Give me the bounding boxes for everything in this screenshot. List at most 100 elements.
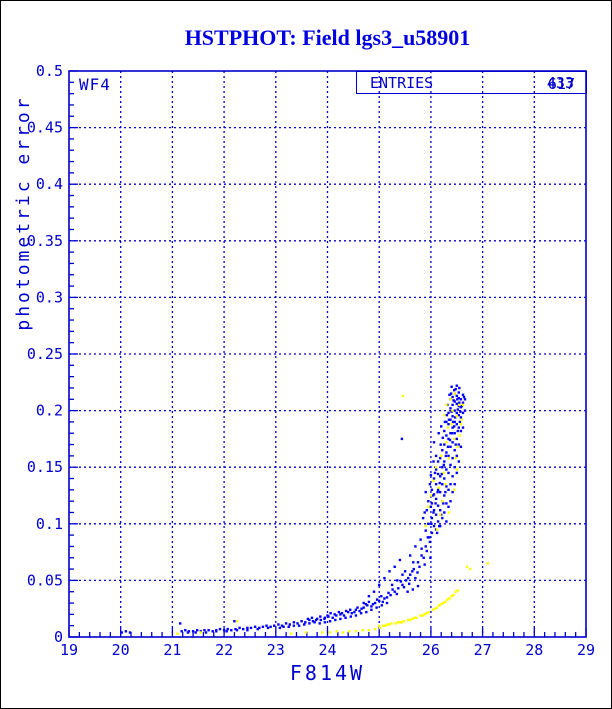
data-point	[439, 475, 442, 478]
data-point	[450, 595, 453, 598]
data-point	[356, 606, 359, 609]
data-point	[364, 603, 367, 606]
data-point	[461, 393, 465, 396]
data-point	[253, 625, 257, 628]
data-point	[391, 588, 394, 591]
data-point	[455, 437, 458, 441]
data-point	[433, 471, 437, 475]
data-point	[439, 490, 442, 494]
data-point	[306, 617, 310, 621]
tick-label: 21	[163, 641, 181, 659]
tick-label: 22	[215, 641, 233, 659]
data-point	[424, 524, 427, 528]
data-point	[334, 618, 337, 622]
data-point	[443, 420, 447, 424]
data-point	[442, 502, 445, 505]
data-point	[373, 627, 377, 631]
data-point	[416, 571, 419, 574]
data-point	[457, 391, 460, 394]
data-point	[453, 488, 456, 491]
data-point	[408, 582, 411, 585]
data-point	[428, 536, 431, 539]
data-point	[453, 437, 456, 441]
data-point	[280, 624, 284, 627]
data-point	[407, 618, 410, 622]
data-point	[234, 627, 237, 631]
data-point	[449, 463, 452, 467]
data-point	[459, 429, 463, 433]
data-point	[455, 471, 458, 475]
data-point	[379, 626, 382, 630]
data-point	[455, 384, 458, 387]
data-point	[329, 612, 332, 615]
data-point	[445, 520, 448, 523]
data-point	[443, 413, 446, 417]
data-point	[339, 613, 342, 616]
data-point	[459, 416, 463, 419]
data-point	[385, 596, 389, 599]
data-point	[430, 531, 434, 535]
data-point	[446, 445, 450, 448]
data-point	[451, 456, 454, 460]
data-point	[447, 488, 450, 491]
data-point	[390, 583, 394, 587]
data-point	[449, 398, 452, 401]
data-point	[184, 629, 187, 632]
data-point	[398, 558, 402, 562]
data-point	[120, 631, 123, 634]
data-point	[246, 626, 249, 630]
data-point	[451, 395, 454, 399]
data-point	[459, 410, 462, 413]
data-point	[442, 471, 445, 475]
data-point	[230, 629, 233, 632]
data-point	[457, 413, 460, 417]
data-point	[383, 576, 386, 580]
data-point	[287, 625, 290, 628]
data-point	[416, 584, 420, 588]
data-point	[443, 460, 446, 463]
data-point	[354, 630, 358, 633]
data-point	[386, 623, 389, 626]
data-point	[416, 561, 420, 564]
data-point	[388, 623, 391, 626]
data-point	[434, 497, 438, 501]
data-point	[440, 454, 443, 458]
data-point	[451, 475, 454, 478]
axis-ticks	[68, 70, 587, 638]
data-point	[342, 614, 346, 617]
data-point	[385, 601, 389, 605]
data-point	[454, 416, 457, 419]
data-point	[401, 394, 405, 398]
data-point	[409, 554, 412, 557]
data-point	[432, 477, 436, 480]
data-point	[370, 608, 373, 611]
data-point	[443, 429, 446, 433]
data-point	[434, 483, 438, 486]
data-point	[401, 573, 404, 576]
data-point	[337, 610, 341, 614]
data-point	[430, 488, 434, 491]
data-point	[420, 547, 423, 550]
data-point	[441, 436, 444, 439]
data-point	[362, 606, 365, 609]
data-point	[269, 625, 272, 628]
data-point	[353, 610, 356, 614]
data-point	[411, 570, 414, 573]
data-point	[359, 612, 363, 615]
data-point	[418, 565, 421, 568]
data-point	[407, 576, 410, 580]
data-point	[444, 454, 448, 458]
data-point	[449, 432, 452, 435]
data-point	[436, 460, 440, 463]
data-point	[451, 420, 455, 424]
data-point	[451, 490, 454, 494]
data-point	[419, 614, 422, 617]
data-point	[440, 425, 443, 428]
data-point	[436, 504, 440, 507]
data-point	[446, 598, 449, 601]
data-point	[311, 620, 315, 623]
data-point	[440, 603, 443, 606]
data-point	[427, 522, 430, 525]
data-point	[415, 616, 418, 619]
data-point	[435, 606, 439, 609]
